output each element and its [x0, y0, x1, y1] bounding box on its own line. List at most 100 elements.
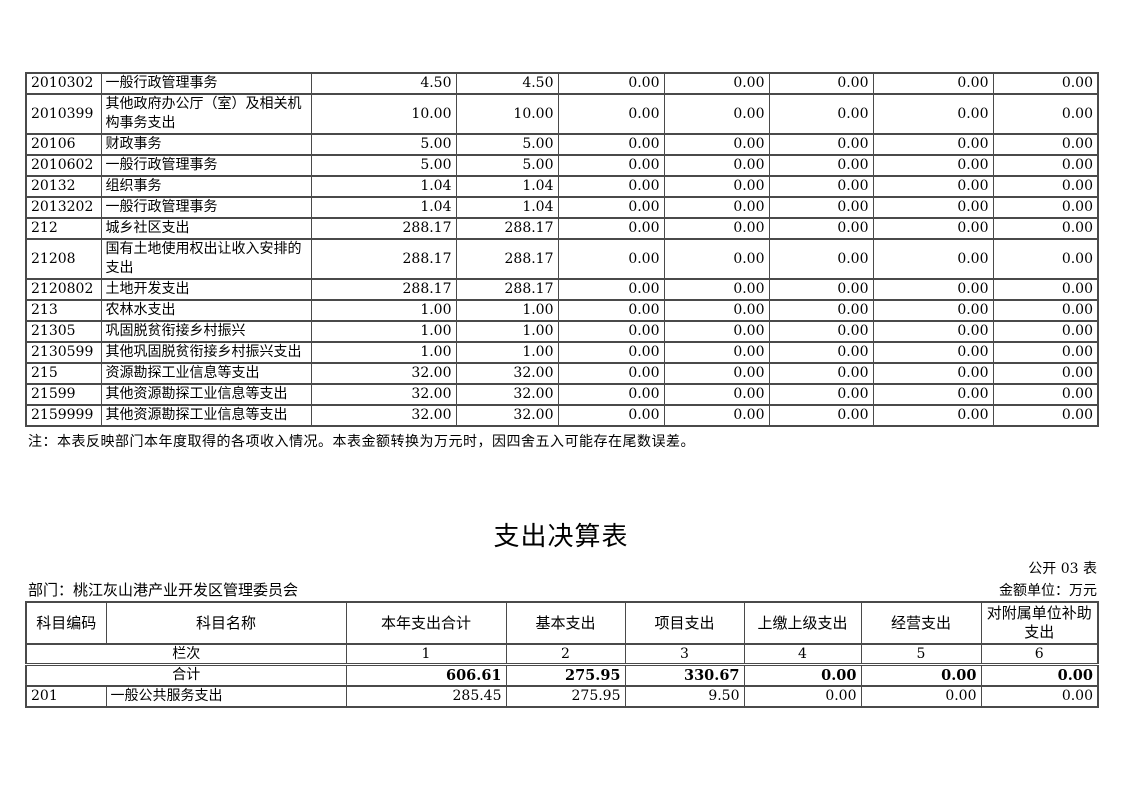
cell-amount: 0.00 — [743, 685, 862, 708]
cell-amount: 0.00 — [557, 362, 665, 385]
income-row-212: 212 城乡社区支出 288.17 288.17 0.00 0.00 0.00 0.00 0.0… — [25, 217, 1099, 240]
cell-amount: 0.00 — [872, 278, 994, 301]
cell-subject-name: 资源勘探工业信息等支出 — [100, 362, 312, 385]
cell-subject-code: 212 — [25, 217, 102, 240]
cell-amount: 0.00 — [860, 685, 982, 708]
cell-amount: 288.17 — [310, 278, 457, 301]
cell-subject-name: 巩固脱贫衔接乡村振兴 — [100, 320, 312, 343]
cell-amount: 5.00 — [455, 154, 559, 177]
cell-subject-code: 21305 — [25, 320, 102, 343]
cell-amount: 1.00 — [455, 341, 559, 364]
cell-subject-code: 20106 — [25, 133, 102, 156]
cell-amount: 0.00 — [557, 383, 665, 406]
cell-amount: 0.00 — [872, 299, 994, 322]
cell-amount: 0.00 — [557, 320, 665, 343]
total-amount: 275.95 — [505, 663, 626, 687]
cell-amount: 4.50 — [455, 72, 559, 95]
lane-number: 3 — [624, 643, 745, 666]
cell-amount: 0.00 — [992, 238, 1099, 280]
cell-amount: 10.00 — [310, 93, 457, 135]
lane-number: 4 — [743, 643, 862, 666]
cell-amount: 1.04 — [455, 175, 559, 198]
cell-amount: 0.00 — [992, 93, 1099, 135]
cell-amount: 0.00 — [768, 238, 874, 280]
cell-amount: 0.00 — [992, 278, 1099, 301]
cell-amount: 0.00 — [992, 196, 1099, 219]
cell-amount: 0.00 — [663, 72, 770, 95]
cell-amount: 0.00 — [768, 93, 874, 135]
cell-subject-name: 土地开发支出 — [100, 278, 312, 301]
cell-subject-name: 农林水支出 — [100, 299, 312, 322]
expense-column-header: 科目名称 — [105, 601, 347, 645]
lane-number: 1 — [345, 643, 507, 666]
cell-subject-code: 2130599 — [25, 341, 102, 364]
table-code-label: 公开 03 表 — [1028, 561, 1097, 577]
cell-amount: 288.17 — [455, 238, 559, 280]
cell-subject-code: 20132 — [25, 175, 102, 198]
cell-amount: 0.00 — [992, 133, 1099, 156]
income-row-21208: 21208 国有土地使用权出让收入安排的支出 288.17 288.17 0.00 0.0… — [25, 238, 1099, 280]
cell-amount: 0.00 — [663, 320, 770, 343]
income-row-2010302: 2010302 一般行政管理事务 4.50 4.50 0.00 0.00 0.00 0.00 0… — [25, 72, 1099, 95]
cell-amount: 0.00 — [872, 383, 994, 406]
expense-row-201: 201 一般公共服务支出 285.45 275.95 9.50 0.00 0.00 0.00 — [25, 685, 1099, 708]
cell-amount: 32.00 — [455, 404, 559, 427]
cell-amount: 0.00 — [768, 362, 874, 385]
cell-amount: 1.00 — [455, 320, 559, 343]
cell-amount: 0.00 — [663, 238, 770, 280]
cell-subject-name: 城乡社区支出 — [100, 217, 312, 240]
cell-amount: 288.17 — [310, 217, 457, 240]
cell-amount: 0.00 — [768, 404, 874, 427]
cell-amount: 1.00 — [310, 299, 457, 322]
cell-amount: 0.00 — [992, 362, 1099, 385]
cell-amount: 0.00 — [663, 133, 770, 156]
income-table-note: 注：本表反映部门本年度取得的各项收入情况。本表金额转换为万元时，因四舍五入可能存… — [28, 434, 695, 450]
cell-subject-name: 国有土地使用权出让收入安排的支出 — [100, 238, 312, 280]
cell-amount: 10.00 — [455, 93, 559, 135]
cell-amount: 0.00 — [663, 278, 770, 301]
cell-subject-code: 2010302 — [25, 72, 102, 95]
cell-amount: 32.00 — [310, 383, 457, 406]
cell-amount: 0.00 — [992, 383, 1099, 406]
cell-amount: 0.00 — [768, 154, 874, 177]
cell-amount: 0.00 — [557, 196, 665, 219]
total-amount: 330.67 — [624, 663, 745, 687]
cell-amount: 288.17 — [310, 238, 457, 280]
cell-subject-name: 其他政府办公厅（室）及相关机构事务支出 — [100, 93, 312, 135]
cell-subject-code: 21599 — [25, 383, 102, 406]
cell-amount: 0.00 — [872, 72, 994, 95]
total-amount: 0.00 — [743, 663, 862, 687]
cell-amount: 4.50 — [310, 72, 457, 95]
cell-subject-name: 其他巩固脱贫衔接乡村振兴支出 — [100, 341, 312, 364]
total-row: 合计 606.61 275.95 330.67 0.00 0.00 0.00 — [25, 663, 1099, 687]
cell-amount: 0.00 — [663, 175, 770, 198]
cell-amount: 1.00 — [310, 341, 457, 364]
cell-amount: 0.00 — [557, 154, 665, 177]
total-amount: 0.00 — [860, 663, 982, 687]
cell-amount: 288.17 — [455, 217, 559, 240]
lane-number: 6 — [980, 643, 1099, 666]
cell-amount: 0.00 — [663, 299, 770, 322]
cell-amount: 0.00 — [872, 154, 994, 177]
cell-amount: 0.00 — [980, 685, 1099, 708]
cell-amount: 0.00 — [557, 299, 665, 322]
expense-table: 科目编码 科目名称 本年支出合计 基本支出 项目支出 上缴上级支出 经营支出 对附属单位补助支… — [25, 601, 1099, 708]
cell-amount: 0.00 — [992, 320, 1099, 343]
cell-subject-code: 2159999 — [25, 404, 102, 427]
cell-amount: 1.04 — [455, 196, 559, 219]
income-row-21599: 21599 其他资源勘探工业信息等支出 32.00 32.00 0.00 0.00 0.00… — [25, 383, 1099, 406]
cell-amount: 0.00 — [768, 278, 874, 301]
cell-subject-name: 一般行政管理事务 — [100, 72, 312, 95]
income-row-20132: 20132 组织事务 1.04 1.04 0.00 0.00 0.00 0.00 0.00 — [25, 175, 1099, 198]
cell-amount: 0.00 — [992, 72, 1099, 95]
cell-amount: 0.00 — [872, 196, 994, 219]
expense-column-header: 本年支出合计 — [345, 601, 507, 645]
expense-column-header: 经营支出 — [860, 601, 982, 645]
cell-amount: 1.00 — [455, 299, 559, 322]
income-row-20106: 20106 财政事务 5.00 5.00 0.00 0.00 0.00 0.00 0.00 — [25, 133, 1099, 156]
cell-amount: 0.00 — [557, 238, 665, 280]
expense-column-header: 科目编码 — [25, 601, 107, 645]
income-row-213: 213 农林水支出 1.00 1.00 0.00 0.00 0.00 0.00 0.00 — [25, 299, 1099, 322]
cell-amount: 0.00 — [872, 93, 994, 135]
cell-amount: 0.00 — [992, 217, 1099, 240]
